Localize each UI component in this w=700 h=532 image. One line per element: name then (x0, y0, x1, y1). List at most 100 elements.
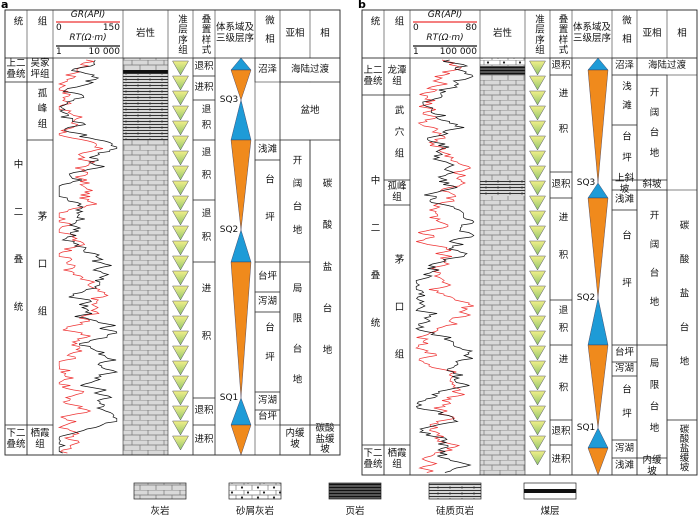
header: 体系域及三级层序 (216, 22, 255, 44)
header: 叠置样式 (556, 13, 568, 55)
rt-header: RT(Ω·m) (69, 33, 107, 44)
header: 微相 (262, 15, 274, 53)
highstand-tract (230, 261, 252, 399)
rt-header: RT(Ω·m) (426, 33, 464, 44)
header: 岩性 (135, 27, 155, 39)
microfacies: 沼泽 (614, 60, 634, 72)
stacking-pattern: 退积 (556, 304, 568, 341)
facies: 碳酸盐台地 (677, 220, 689, 390)
header: 亚相 (285, 27, 305, 39)
rt-max: 10 000 (88, 46, 121, 57)
parasequence-triangle (529, 450, 546, 466)
microfacies: 泻湖 (614, 442, 634, 454)
highstand-tract (230, 424, 252, 456)
gr-curve (57, 59, 109, 454)
parasequence-triangle (529, 270, 546, 286)
subfacies: 海陆过渡 (290, 63, 329, 75)
legend-label: 灰岩 (150, 505, 170, 517)
header: 叠置样式 (199, 13, 211, 55)
sequence-label: SQ2 (576, 292, 596, 303)
header: 组 (35, 16, 47, 52)
stacking-pattern: 退积 (199, 147, 211, 193)
microfacies: 泻湖 (614, 362, 634, 374)
subfacies: 内缓坡 (285, 428, 305, 450)
microfacies: 台坪 (262, 322, 274, 382)
lithology-coal (123, 70, 168, 73)
stacking-pattern: 进积 (194, 433, 214, 445)
highstand-tract (587, 344, 609, 429)
rt-min: 1 (56, 46, 62, 57)
lithology-lime (123, 140, 168, 455)
parasequence-triangle (172, 435, 189, 451)
stacking-pattern: 进积 (556, 354, 568, 411)
parasequence-triangle (172, 165, 189, 181)
parasequence-triangle (172, 285, 189, 301)
legend-swatch (228, 482, 282, 500)
gr-max: 80 (465, 22, 477, 33)
parasequence-triangle (529, 135, 546, 151)
cell-border (309, 424, 341, 456)
subfacies: 斜坡 (642, 178, 662, 190)
stacking-pattern: 退积 (199, 104, 211, 136)
parasequence-triangle (529, 60, 546, 76)
parasequence-triangle (529, 405, 546, 421)
rt-min: 1 (413, 46, 419, 57)
stacking-pattern: 进积 (551, 453, 571, 465)
subfacies: 局限台地 (290, 282, 302, 405)
parasequence-triangle (172, 270, 189, 286)
parasequence-triangle (529, 390, 546, 406)
parasequence-triangle (172, 405, 189, 421)
subfacies: 海陆过渡 (647, 60, 686, 72)
formation: 孤峰组 (35, 88, 47, 134)
parasequence-triangle (172, 315, 189, 331)
gr-curve (415, 59, 474, 473)
highstand-tract (587, 69, 609, 184)
sequence-label: SQ2 (219, 224, 239, 235)
parasequence-triangle (529, 225, 546, 241)
legend-label: 页岩 (345, 505, 365, 517)
parasequence-triangle (529, 75, 546, 91)
parasequence-triangle (172, 420, 189, 436)
parasequence-triangle (529, 210, 546, 226)
microfacies: 浅滩 (614, 193, 634, 205)
microfacies: 上斜坡 (614, 173, 634, 195)
lithology-lime (480, 196, 525, 475)
facies: 碳酸盐台地 (320, 178, 332, 387)
microfacies: 泻湖 (257, 394, 277, 406)
parasequence-triangle (172, 105, 189, 121)
parasequence-triangle (529, 165, 546, 181)
formation: 栖霞组 (387, 448, 407, 470)
highstand-tract (587, 197, 609, 299)
subfacies: 局限台地 (647, 358, 659, 445)
series: 上二叠统 (363, 64, 383, 87)
stacking-pattern: 退积 (551, 60, 571, 72)
stacking-pattern: 进积 (199, 282, 211, 378)
microfacies: 台坪 (619, 131, 631, 174)
rt-curve (58, 59, 119, 454)
microfacies: 浅滩 (257, 143, 277, 155)
highstand-tract (230, 139, 252, 231)
header: 相 (320, 27, 330, 39)
lithology-lime (480, 75, 525, 180)
facies: 碳酸盐缓坡 (315, 422, 335, 456)
parasequence-triangle (529, 300, 546, 316)
rt-curve (415, 59, 475, 473)
microfacies: 浅滩 (614, 460, 634, 472)
parasequence-triangle (172, 90, 189, 106)
stacking-pattern: 进积 (194, 81, 214, 93)
cell-border (666, 419, 698, 476)
stacking-pattern: 进积 (556, 87, 568, 160)
microfacies: 泻湖 (257, 295, 277, 307)
formation: 茅口组 (35, 211, 47, 354)
cell-cover (637, 58, 697, 75)
series: 上二叠统 (6, 58, 26, 80)
gr-header: GR(API) (70, 9, 106, 20)
microfacies: 台坪 (257, 270, 277, 282)
subfacies: 开阔台地 (290, 154, 302, 248)
parasequence-triangle (529, 105, 546, 121)
gr-max: 150 (102, 22, 120, 33)
header: 岩性 (492, 27, 512, 39)
parasequence-triangle (172, 390, 189, 406)
gr-header: GR(API) (427, 9, 463, 20)
